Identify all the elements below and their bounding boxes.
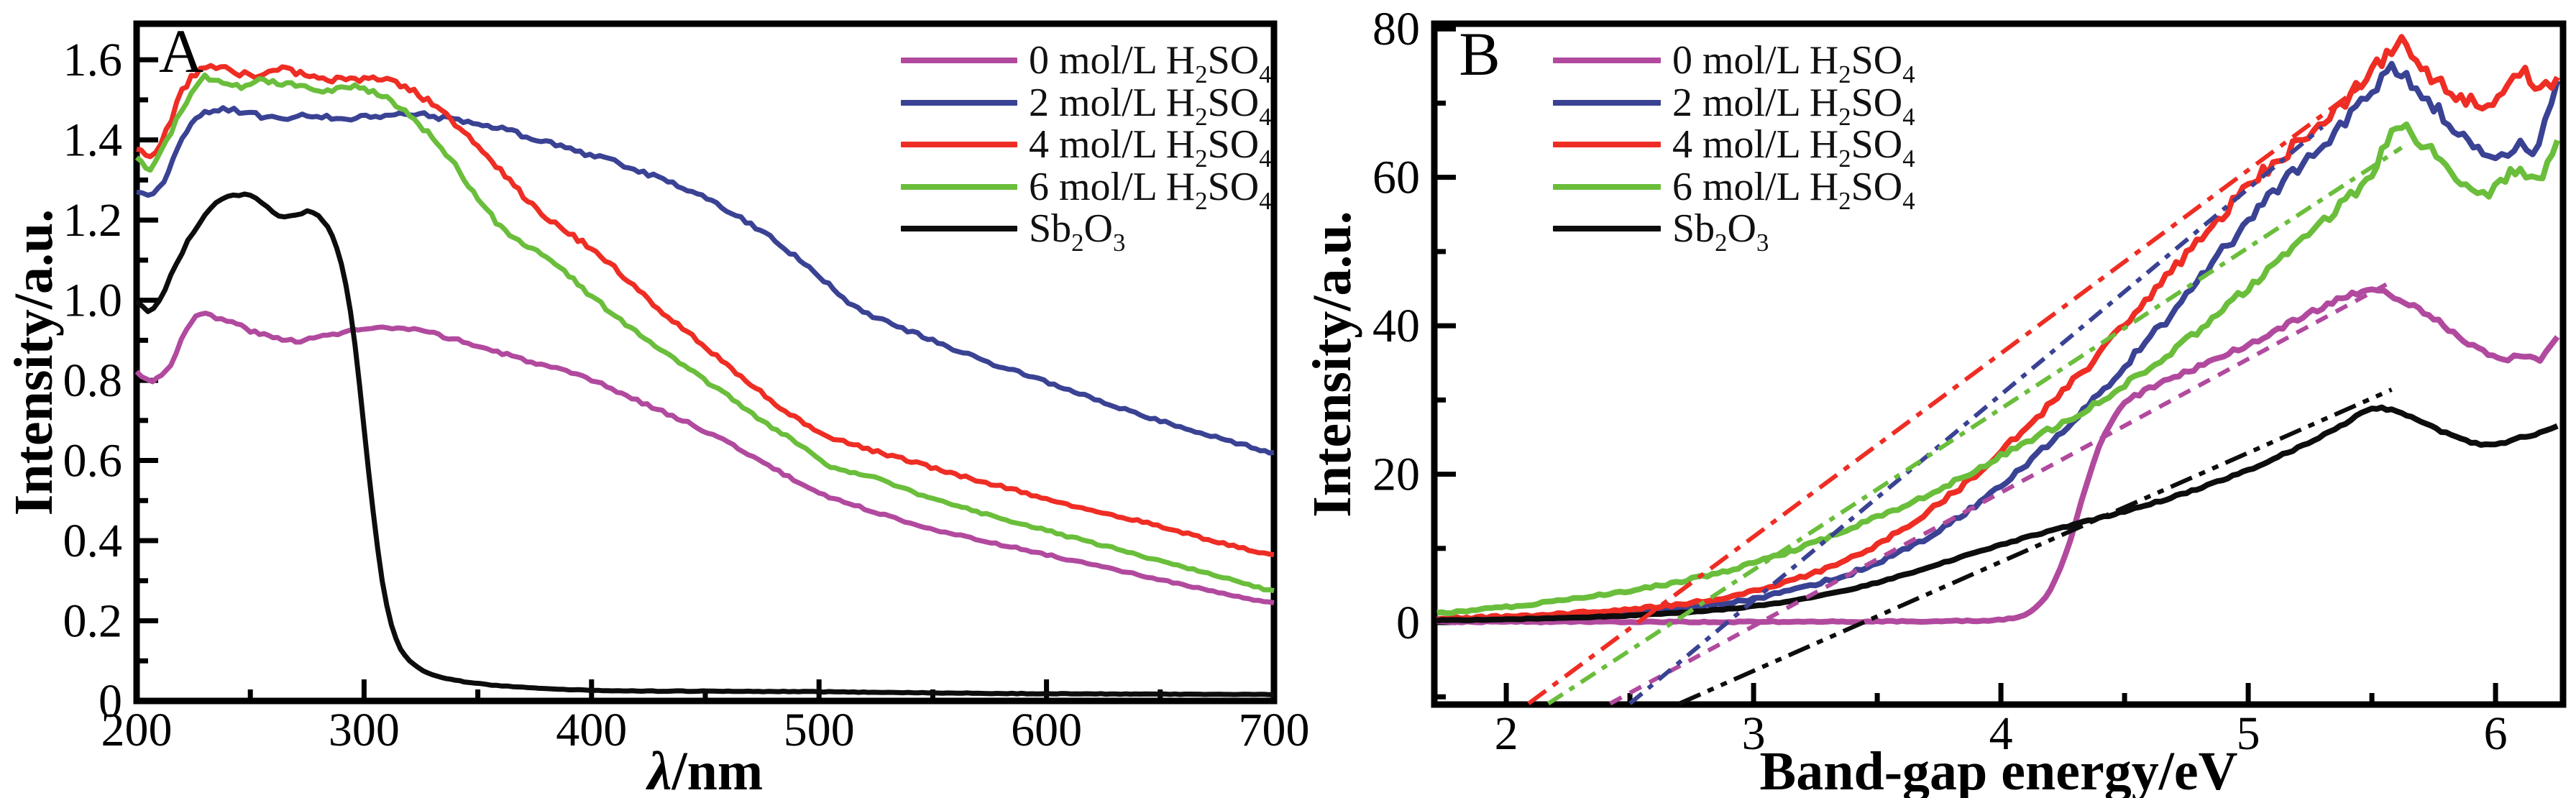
subscript: 4 (1902, 145, 1915, 173)
legend-label: 4 mol/L H2SO4 (1029, 122, 1272, 173)
legend-item: 2 mol/L H2SO4 (1553, 80, 1915, 131)
y-tick-label: 1.2 (63, 194, 123, 247)
subscript: 4 (1902, 60, 1915, 89)
series-a-4-mol-l-h2so4 (136, 63, 1275, 558)
series-b-2-mol-l-tauc-extrapolation (1628, 125, 2324, 705)
subscript: 2 (1838, 60, 1851, 89)
subscript: 4 (1902, 186, 1915, 215)
legend-item: 4 mol/L H2SO4 (1553, 122, 1915, 173)
y-tick-label: 1.4 (63, 114, 123, 167)
subscript: 4 (1259, 102, 1272, 131)
y-tick-label: 0.6 (63, 435, 123, 487)
y-tick-label: 0.2 (63, 595, 123, 648)
y-axis-label-b: Intensity/a.u. (1302, 211, 1362, 518)
legend-label: 6 mol/L H2SO4 (1029, 164, 1272, 215)
x-tick-label: 600 (1011, 704, 1082, 756)
legend-item: 6 mol/L H2SO4 (901, 164, 1272, 215)
legend-label: 0 mol/L H2SO4 (1672, 38, 1915, 89)
series-b-sb2o3-tauc-extrapolation (1678, 387, 2393, 706)
subscript: 2 (1838, 186, 1851, 215)
x-tick-label: 700 (1239, 704, 1310, 756)
x-tick-label: 2 (1495, 707, 1518, 760)
subscript: 2 (1715, 229, 1728, 257)
legend-line-swatch (1553, 142, 1661, 147)
legend-item: 0 mol/L H2SO4 (901, 38, 1272, 89)
legend-line-swatch (901, 226, 1017, 231)
subscript: 4 (1259, 186, 1272, 215)
legend-line-swatch (1553, 183, 1661, 190)
x-tick-label: 4 (1989, 707, 2013, 760)
y-tick-label: 40 (1372, 300, 1420, 352)
subscript: 2 (1838, 102, 1851, 131)
legend-line-swatch (901, 183, 1017, 190)
x-tick-label: 6 (2484, 707, 2508, 760)
series-a-6-mol-l-h2so4 (134, 72, 1275, 594)
series-a-2-mol-l-h2so4 (136, 105, 1275, 456)
subscript: 2 (1195, 60, 1208, 89)
series-b-sb2o3 (1436, 404, 2559, 624)
legend-label: 0 mol/L H2SO4 (1029, 38, 1272, 89)
subscript: 3 (1112, 229, 1126, 257)
panel-letter-a: A (159, 17, 203, 86)
subscript: 4 (1259, 145, 1272, 173)
legend-label: 2 mol/L H2SO4 (1029, 80, 1272, 131)
legend-item: 2 mol/L H2SO4 (901, 80, 1272, 131)
y-tick-label: 0.4 (63, 515, 123, 567)
y-tick-label: 0.8 (63, 354, 123, 407)
legend-item: Sb2O3 (901, 206, 1126, 257)
subscript: 2 (1838, 145, 1851, 173)
legend-line-swatch (1553, 226, 1661, 231)
subscript: 2 (1195, 145, 1208, 173)
y-tick-label: 1.0 (63, 275, 123, 327)
y-tick-label: 0 (1396, 597, 1420, 649)
series-b-4-mol-l-tauc-extrapolation (1527, 86, 2361, 706)
subscript: 4 (1902, 102, 1915, 131)
legend-item: Sb2O3 (1553, 206, 1769, 257)
legend-label: 4 mol/L H2SO4 (1672, 122, 1915, 173)
legend-item: 6 mol/L H2SO4 (1553, 164, 1915, 215)
x-tick-label: 5 (2237, 707, 2260, 760)
legend-line-swatch (901, 58, 1017, 63)
y-axis-label-a: Intensity/a.u. (4, 209, 64, 516)
legend-line-swatch (1553, 58, 1661, 63)
x-tick-label: 3 (1742, 707, 1766, 760)
legend-item: 0 mol/L H2SO4 (1553, 38, 1915, 89)
x-tick-label: 300 (329, 704, 400, 756)
panel-letter-b: B (1459, 19, 1500, 88)
legend-label: Sb2O3 (1029, 206, 1126, 257)
legend-label: 2 mol/L H2SO4 (1672, 80, 1915, 131)
subscript: 4 (1259, 60, 1272, 89)
legend-label: Sb2O3 (1672, 206, 1769, 257)
series-a-0-mol-l-h2so4 (134, 311, 1275, 605)
series-b-0-mol-l-h2so4 (1436, 286, 2560, 625)
y-tick-label: 80 (1372, 3, 1420, 55)
series-b-6-mol-l-tauc-extrapolation (1546, 145, 2403, 706)
series-a-sb2o3 (134, 191, 1275, 697)
legend-line-swatch (1553, 99, 1661, 106)
legend-item: 4 mol/L H2SO4 (901, 122, 1272, 173)
x-axis-label-b: Band-gap energy/eV (1760, 741, 2238, 798)
y-tick-label: 60 (1372, 152, 1420, 204)
panel-a: 200 300 400 500 600 700 0 0.2 0.4 0.6 0.8 1.0 1.2 1.4… (4, 17, 1310, 798)
y-tick-label: 0 (98, 675, 122, 728)
legend-label: 6 mol/L H2SO4 (1672, 164, 1915, 215)
subscript: 3 (1756, 229, 1769, 257)
legend-line-swatch (901, 99, 1017, 106)
y-tick-label: 20 (1372, 449, 1420, 501)
series-b-6-mol-l-h2so4 (1436, 121, 2560, 616)
subscript: 2 (1071, 229, 1084, 257)
x-tick-label: 500 (784, 704, 855, 756)
x-tick-label: 200 (101, 704, 173, 756)
subscript: 2 (1195, 186, 1208, 215)
y-tick-label: 1.6 (63, 34, 123, 86)
legend-line-swatch (901, 142, 1017, 147)
x-tick-label: 400 (556, 704, 627, 756)
x-axis-label-a: λ/nm (646, 741, 763, 798)
subscript: 2 (1195, 102, 1208, 131)
series-b-0-mol-l-tauc-extrapolation (1609, 282, 2388, 706)
